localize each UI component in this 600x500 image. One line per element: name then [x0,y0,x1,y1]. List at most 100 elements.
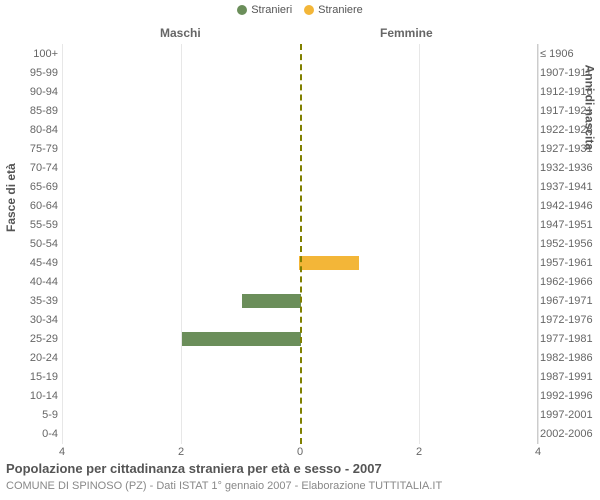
gridline [419,44,420,444]
x-tick: 2 [178,446,184,458]
y-tick-age: 15-19 [2,372,58,383]
table-row [63,330,301,349]
table-row [63,82,301,101]
y-tick-birth: 1922-1926 [540,125,600,136]
y-tick-birth: 1937-1941 [540,182,600,193]
table-row [299,387,537,406]
center-divider [300,44,302,444]
population-pyramid-chart: StranieriStraniere Maschi Femmine Fasce … [0,0,600,500]
bar-male [242,294,302,308]
column-title-right: Femmine [380,26,433,40]
table-row [299,158,537,177]
y-tick-age: 45-49 [2,258,58,269]
y-tick-age: 55-59 [2,220,58,231]
table-row [299,273,537,292]
bar-female [299,256,359,270]
table-row [299,368,537,387]
table-row [63,63,301,82]
y-tick-birth: 1972-1976 [540,315,600,326]
y-tick-birth: 1912-1916 [540,87,600,98]
table-row [63,349,301,368]
y-tick-age: 50-54 [2,239,58,250]
y-tick-age: 80-84 [2,125,58,136]
y-tick-age: 85-89 [2,106,58,117]
table-row [299,349,537,368]
y-tick-age: 5-9 [2,410,58,421]
y-tick-age: 40-44 [2,277,58,288]
table-row [299,406,537,425]
column-title-left: Maschi [160,26,201,40]
table-row [63,387,301,406]
table-row [299,425,537,444]
plot-area [62,44,538,444]
y-tick-birth: 1947-1951 [540,220,600,231]
table-row [63,196,301,215]
y-tick-age: 100+ [2,49,58,60]
legend-label: Stranieri [251,4,292,16]
y-tick-age: 75-79 [2,144,58,155]
y-tick-birth: 1962-1966 [540,277,600,288]
x-tick: 2 [416,446,422,458]
y-tick-birth: 1917-1921 [540,106,600,117]
y-tick-birth: 1992-1996 [540,391,600,402]
y-tick-birth: 1932-1936 [540,163,600,174]
legend-swatch [304,5,314,15]
table-row [299,254,537,273]
legend: Stranieri Straniere [0,4,600,16]
bar-male [182,332,301,346]
y-tick-birth: 1942-1946 [540,201,600,212]
y-tick-age: 35-39 [2,296,58,307]
table-row [63,273,301,292]
table-row [63,406,301,425]
table-row [63,44,301,63]
y-tick-birth: 1957-1961 [540,258,600,269]
table-row [299,215,537,234]
y-tick-birth: 1997-2001 [540,410,600,421]
chart-caption-sub: COMUNE DI SPINOSO (PZ) - Dati ISTAT 1° g… [6,480,442,492]
y-tick-birth: 1952-1956 [540,239,600,250]
y-tick-birth: 1927-1931 [540,144,600,155]
table-row [63,120,301,139]
table-row [299,177,537,196]
table-row [299,311,537,330]
y-tick-age: 30-34 [2,315,58,326]
legend-swatch [237,5,247,15]
y-tick-age: 20-24 [2,353,58,364]
y-tick-birth: ≤ 1906 [540,49,600,60]
y-tick-birth: 1907-1911 [540,68,600,79]
y-tick-birth: 2002-2006 [540,429,600,440]
y-tick-age: 95-99 [2,68,58,79]
table-row [299,44,537,63]
y-tick-age: 70-74 [2,163,58,174]
table-row [63,254,301,273]
table-row [63,139,301,158]
y-tick-age: 60-64 [2,201,58,212]
x-tick: 4 [59,446,65,458]
table-row [63,311,301,330]
table-row [63,368,301,387]
table-row [299,196,537,215]
table-row [63,101,301,120]
y-tick-age: 90-94 [2,87,58,98]
chart-caption: Popolazione per cittadinanza straniera p… [6,461,382,476]
table-row [63,425,301,444]
y-tick-age: 0-4 [2,429,58,440]
table-row [299,101,537,120]
x-tick: 4 [535,446,541,458]
legend-item: Stranieri [237,4,292,16]
female-rows [299,44,537,444]
table-row [63,234,301,253]
table-row [299,330,537,349]
table-row [63,177,301,196]
table-row [299,120,537,139]
table-row [299,82,537,101]
y-tick-birth: 1987-1991 [540,372,600,383]
y-tick-birth: 1967-1971 [540,296,600,307]
y-tick-age: 65-69 [2,182,58,193]
legend-item: Straniere [304,4,363,16]
legend-label: Straniere [318,4,363,16]
y-tick-age: 25-29 [2,334,58,345]
table-row [63,158,301,177]
x-tick: 0 [297,446,303,458]
table-row [63,215,301,234]
